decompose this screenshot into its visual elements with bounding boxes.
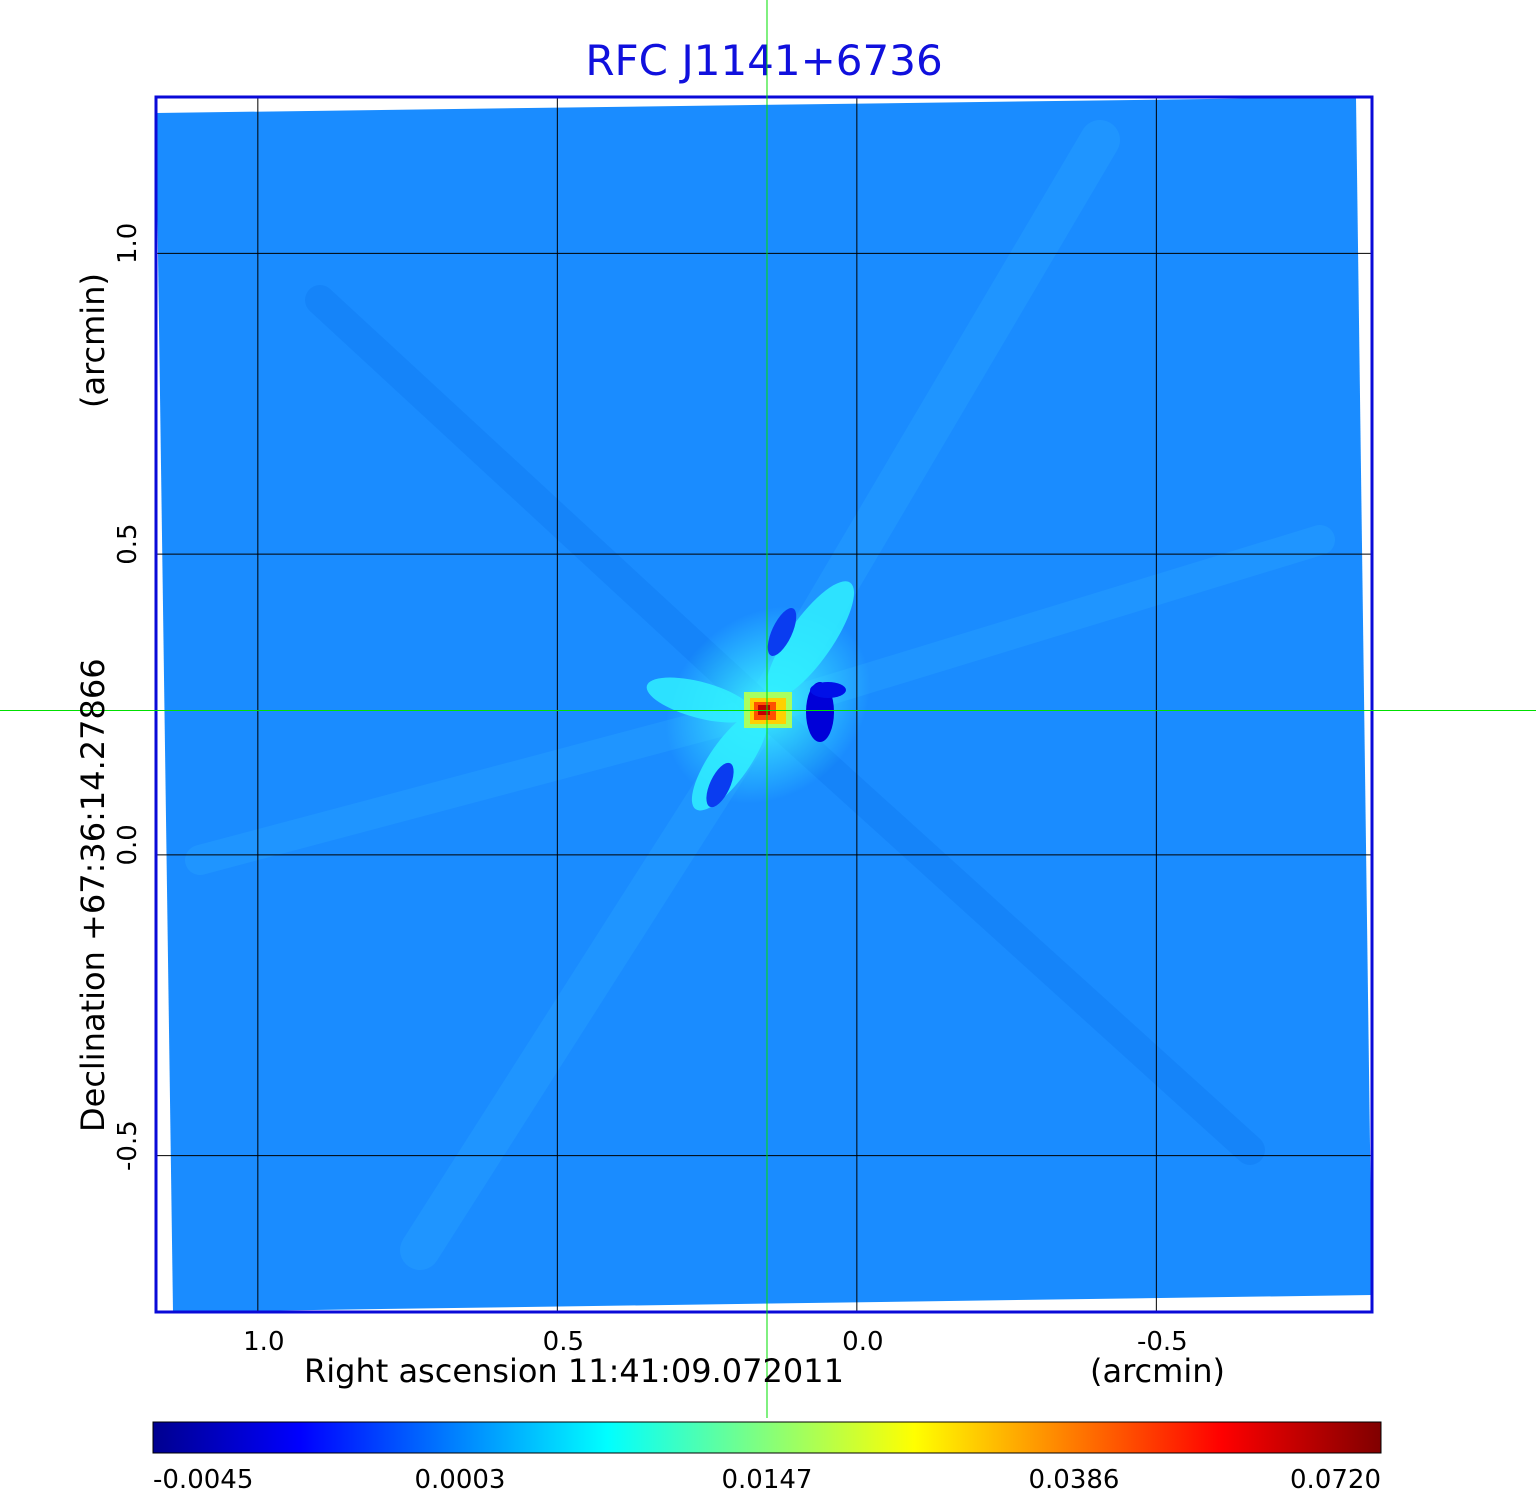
- colorbar: [152, 1421, 1382, 1454]
- plot-frame: [154, 95, 1374, 1314]
- x-tick-label: 0.0: [842, 1327, 883, 1357]
- x-tick-label: 1.0: [243, 1327, 284, 1357]
- y-tick-label: -0.5: [113, 1120, 143, 1171]
- y-axis-label: Declination +67:36:14.27866: [74, 658, 112, 1132]
- source-core: [744, 692, 792, 728]
- map-streaks: [185, 120, 1335, 1270]
- x-tick-label: 0.5: [543, 1327, 584, 1357]
- grid: [156, 97, 1372, 1312]
- colorbar-tick-label: 0.0147: [722, 1465, 813, 1495]
- colorbar-tick-labels: -0.0045 0.0003 0.0147 0.0386 0.0720: [153, 1465, 1381, 1495]
- negative-sidelobes: [706, 608, 846, 808]
- chart-title: RFC J1141+6736: [585, 36, 942, 85]
- y-axis-unit: (arcmin): [74, 273, 112, 408]
- y-tick-label: 0.5: [113, 523, 143, 564]
- x-axis-label: Right ascension 11:41:09.072011: [304, 1352, 844, 1390]
- colorbar-tick-label: 0.0386: [1029, 1465, 1120, 1495]
- x-tick-label: -0.5: [1137, 1327, 1188, 1357]
- crosshair: [0, 0, 1536, 1418]
- x-tick-labels: 1.0 0.5 0.0 -0.5: [243, 1327, 1188, 1357]
- y-tick-labels: 1.0 0.5 0.0 -0.5: [113, 223, 143, 1171]
- y-tick-label: 1.0: [113, 223, 143, 264]
- x-axis-unit: (arcmin): [1090, 1352, 1225, 1390]
- y-tick-label: 0.0: [113, 824, 143, 865]
- colorbar-tick-label: -0.0045: [153, 1465, 253, 1495]
- colorbar-tick-label: 0.0720: [1290, 1465, 1381, 1495]
- colorbar-tick-label: 0.0003: [415, 1465, 506, 1495]
- map-area: [156, 97, 1372, 1312]
